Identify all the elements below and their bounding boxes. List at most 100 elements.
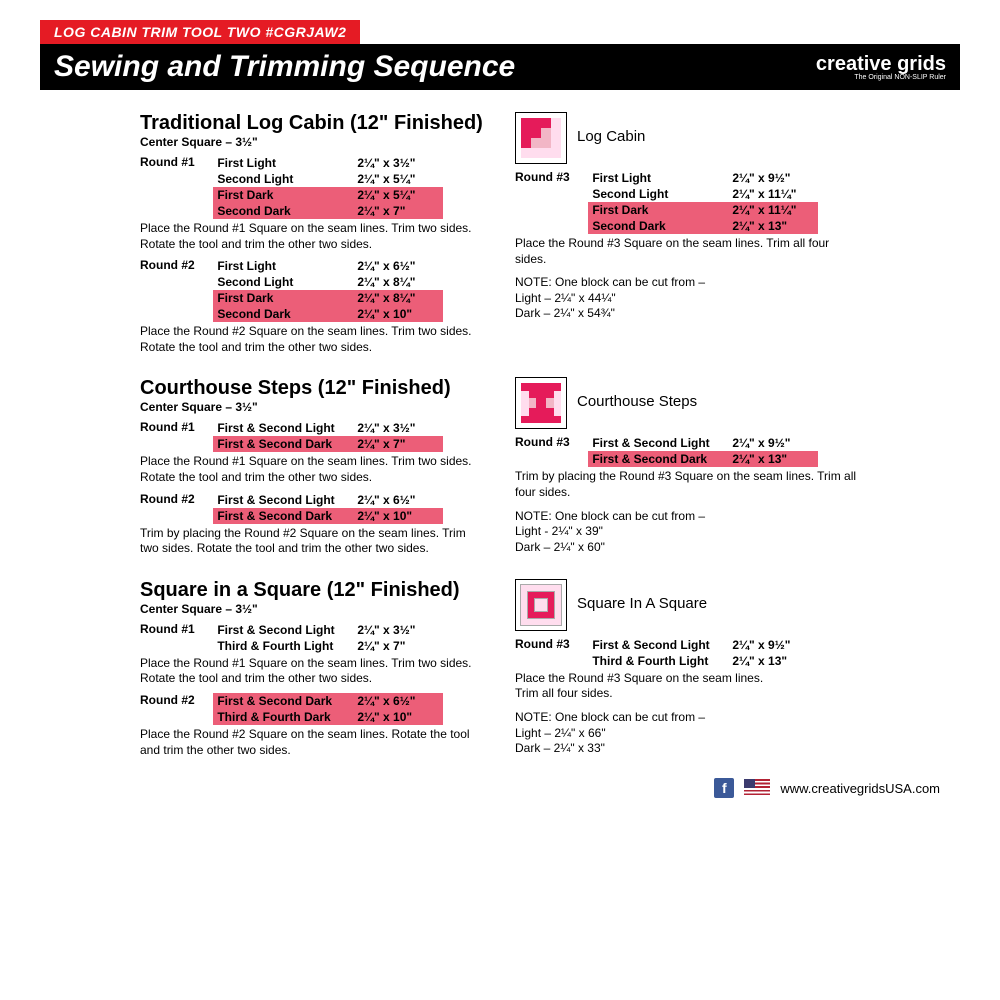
spec-table: First Light2¼" x 9½"Second Light2¼" x 11…: [588, 170, 818, 234]
right-column: Courthouse Steps Round #3 First & Second…: [515, 377, 860, 556]
round-note: Place the Round #1 Square on the seam li…: [140, 221, 485, 252]
spec-val: 2¼" x 10": [353, 508, 443, 524]
spec-val: 2¼" x 7": [353, 203, 443, 219]
spec-val: 2¼" x 13": [728, 218, 818, 234]
spec-name: Second Dark: [213, 306, 353, 322]
spec-row: Third & Fourth Light2¼" x 7": [213, 638, 443, 654]
section: Traditional Log Cabin (12" Finished) Cen…: [40, 112, 960, 355]
courthouse-icon: [515, 377, 567, 429]
spec-row: Second Light2¼" x 5¼": [213, 171, 443, 187]
spec-val: 2¼" x 5¼": [353, 171, 443, 187]
spec-val: 2¼" x 6½": [353, 258, 443, 274]
round-block: Round #1 First & Second Light2¼" x 3½"Fi…: [140, 420, 485, 485]
round-block: Round #2 First & Second Light2¼" x 6½"Fi…: [140, 492, 485, 557]
spec-name: First Dark: [213, 290, 353, 306]
spec-table: First & Second Light2¼" x 3½"Third & Fou…: [213, 622, 443, 654]
spec-val: 2¼" x 3½": [353, 420, 443, 436]
page-title: Sewing and Trimming Sequence: [54, 50, 515, 84]
spec-row: First & Second Dark2¼" x 6½": [213, 693, 443, 709]
spec-row: First & Second Light2¼" x 6½": [213, 492, 443, 508]
logo: creative grids The Original NON-SLIP Rul…: [816, 54, 946, 81]
round-block: Round #3 First & Second Light2¼" x 9½"Th…: [515, 637, 860, 702]
spec-row: First & Second Light2¼" x 3½": [213, 420, 443, 436]
spec-name: Second Light: [213, 171, 353, 187]
center-square: Center Square – 3½": [140, 602, 485, 616]
round-note: Place the Round #1 Square on the seam li…: [140, 656, 485, 687]
block-header: Courthouse Steps: [515, 377, 860, 429]
round-label: Round #1: [140, 155, 210, 169]
round-label: Round #1: [140, 622, 210, 636]
spec-table: First & Second Light2¼" x 9½"First & Sec…: [588, 435, 818, 467]
right-column: Log Cabin Round #3 First Light2¼" x 9½"S…: [515, 112, 860, 355]
center-square: Center Square – 3½": [140, 400, 485, 414]
round-block: Round #3 First Light2¼" x 9½"Second Ligh…: [515, 170, 860, 267]
spec-row: Second Dark2¼" x 13": [588, 218, 818, 234]
round-label: Round #3: [515, 637, 585, 651]
page: LOG CABIN TRIM TOOL TWO #CGRJAW2 Sewing …: [0, 0, 1000, 758]
spec-val: 2¼" x 8¼": [353, 290, 443, 306]
spec-val: 2¼" x 9½": [728, 170, 818, 186]
spec-val: 2¼" x 13": [728, 451, 818, 467]
spec-val: 2¼" x 7": [353, 638, 443, 654]
spec-name: Third & Fourth Light: [588, 653, 728, 669]
round-block: Round #3 First & Second Light2¼" x 9½"Fi…: [515, 435, 860, 500]
spec-name: First & Second Light: [213, 492, 353, 508]
spec-table: First & Second Light2¼" x 9½"Third & Fou…: [588, 637, 818, 669]
round-note: Place the Round #1 Square on the seam li…: [140, 454, 485, 485]
round-note: Place the Round #3 Square on the seam li…: [515, 236, 860, 267]
round-block: Round #2 First Light2¼" x 6½"Second Ligh…: [140, 258, 485, 355]
spec-name: Third & Fourth Light: [213, 638, 353, 654]
round-note: Trim by placing the Round #2 Square on t…: [140, 526, 485, 557]
spec-row: First Light2¼" x 6½": [213, 258, 443, 274]
section: Square in a Square (12" Finished) Center…: [40, 579, 960, 758]
spec-row: First & Second Dark2¼" x 7": [213, 436, 443, 452]
spec-val: 2¼" x 6½": [353, 693, 443, 709]
spec-row: First & Second Light2¼" x 3½": [213, 622, 443, 638]
footer-url: www.creativegridsUSA.com: [780, 781, 940, 796]
spec-val: 2¼" x 11¼": [728, 186, 818, 202]
cutting-note: NOTE: One block can be cut from –Light –…: [515, 710, 860, 757]
logo-text: creative grids: [816, 54, 946, 74]
spec-row: First Light2¼" x 3½": [213, 155, 443, 171]
spec-name: Second Light: [213, 274, 353, 290]
spec-row: Second Light2¼" x 11¼": [588, 186, 818, 202]
spec-name: Second Dark: [213, 203, 353, 219]
round-block: Round #2 First & Second Dark2¼" x 6½"Thi…: [140, 693, 485, 758]
spec-name: First Light: [213, 155, 353, 171]
spec-name: First Light: [213, 258, 353, 274]
spec-name: First & Second Dark: [588, 451, 728, 467]
spec-name: First & Second Light: [588, 637, 728, 653]
spec-row: Second Dark2¼" x 10": [213, 306, 443, 322]
spec-row: First & Second Dark2¼" x 13": [588, 451, 818, 467]
square-icon: [515, 579, 567, 631]
spec-val: 2¼" x 9½": [728, 637, 818, 653]
cutting-note: NOTE: One block can be cut from –Light -…: [515, 509, 860, 556]
spec-name: First & Second Light: [588, 435, 728, 451]
spec-val: 2¼" x 3½": [353, 622, 443, 638]
section-title: Courthouse Steps (12" Finished): [140, 377, 485, 400]
spec-val: 2¼" x 7": [353, 436, 443, 452]
spec-row: Third & Fourth Light2¼" x 13": [588, 653, 818, 669]
logo-tagline: The Original NON-SLIP Ruler: [816, 74, 946, 81]
spec-row: First & Second Light2¼" x 9½": [588, 435, 818, 451]
spec-val: 2¼" x 10": [353, 306, 443, 322]
round-note: Place the Round #2 Square on the seam li…: [140, 324, 485, 355]
block-header: Log Cabin: [515, 112, 860, 164]
center-square: Center Square – 3½": [140, 135, 485, 149]
log-cabin-icon: [515, 112, 567, 164]
section-title: Traditional Log Cabin (12" Finished): [140, 112, 485, 135]
spec-val: 2¼" x 6½": [353, 492, 443, 508]
left-column: Square in a Square (12" Finished) Center…: [140, 579, 485, 758]
spec-name: First & Second Light: [213, 622, 353, 638]
header-bar: Sewing and Trimming Sequence creative gr…: [40, 44, 960, 90]
block-label: Log Cabin: [577, 128, 645, 145]
spec-table: First Light2¼" x 3½"Second Light2¼" x 5¼…: [213, 155, 443, 219]
round-note: Place the Round #3 Square on the seam li…: [515, 671, 860, 702]
facebook-icon: f: [714, 778, 734, 798]
left-column: Courthouse Steps (12" Finished) Center S…: [140, 377, 485, 556]
spec-val: 2¼" x 5¼": [353, 187, 443, 203]
spec-row: First Dark2¼" x 11¼": [588, 202, 818, 218]
round-label: Round #2: [140, 693, 210, 707]
cutting-note: NOTE: One block can be cut from –Light –…: [515, 275, 860, 322]
spec-row: First Light2¼" x 9½": [588, 170, 818, 186]
